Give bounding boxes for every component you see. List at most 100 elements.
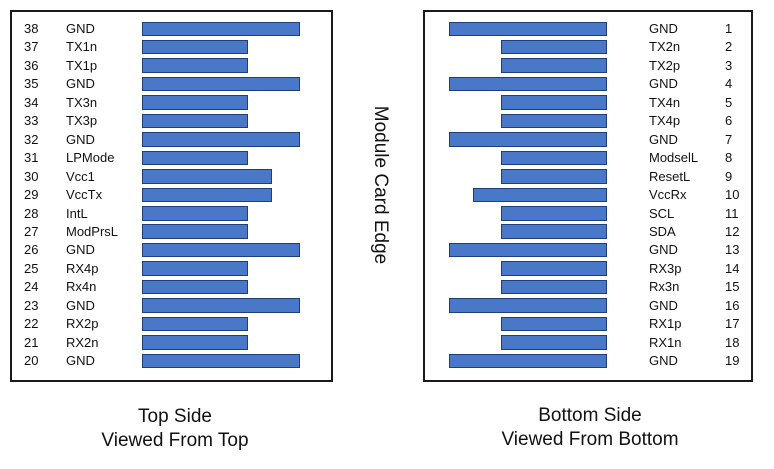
pin-name: SDA <box>649 223 676 239</box>
pin-name: TX1p <box>66 57 98 73</box>
pin-number: 28 <box>24 205 39 221</box>
pin-name: RX2p <box>66 316 99 332</box>
pin-row-22: 22 RX2p <box>12 315 331 333</box>
contact-pad <box>501 113 607 129</box>
pin-number: 17 <box>725 316 740 332</box>
pin-number: 18 <box>725 334 740 350</box>
pin-row-17: 17 RX1p <box>425 315 751 333</box>
pin-name: GND <box>649 21 678 36</box>
pin-row-28: 28 IntL <box>12 205 331 223</box>
pin-number: 37 <box>24 39 39 55</box>
pin-row-29: 29 VccTx <box>12 186 331 204</box>
pin-name: RX1n <box>649 334 682 350</box>
pin-name: TX4p <box>649 113 681 129</box>
pin-name: GND <box>649 297 678 313</box>
pin-number: 10 <box>725 187 740 203</box>
pin-number: 19 <box>725 353 740 369</box>
pin-number: 21 <box>24 334 39 350</box>
pin-name: Rx3n <box>649 279 680 295</box>
pin-row-10: 10 VccRx <box>425 186 751 204</box>
pin-number: 2 <box>725 39 733 55</box>
pin-number: 5 <box>725 94 733 110</box>
pin-name: RX4p <box>66 260 99 276</box>
pin-number: 33 <box>24 113 39 129</box>
pin-name: GND <box>649 131 678 147</box>
pin-row-24: 24 Rx4n <box>12 278 331 296</box>
pin-number: 29 <box>24 187 39 203</box>
pin-name: GND <box>649 353 678 369</box>
contact-pad <box>501 150 607 166</box>
pin-name: TX2n <box>649 39 681 55</box>
pin-row-23: 23 GND <box>12 297 331 315</box>
pin-name: GND <box>66 353 95 369</box>
pin-name: GND <box>66 242 95 258</box>
contact-pad <box>449 132 607 147</box>
contact-pad <box>449 298 607 313</box>
pin-name: VccTx <box>66 187 103 203</box>
contact-pad <box>142 335 248 350</box>
pin-number: 25 <box>24 260 39 276</box>
pin-name: TX3n <box>66 94 98 110</box>
pin-row-5: 5 TX4n <box>425 94 751 112</box>
pin-number: 30 <box>24 168 39 184</box>
pin-number: 24 <box>24 279 39 295</box>
contact-pad <box>142 39 248 55</box>
pin-number: 12 <box>725 223 740 239</box>
contact-pad <box>142 187 272 203</box>
pin-name: Rx4n <box>66 279 97 295</box>
pin-name: TX4n <box>649 94 681 110</box>
pin-row-31: 31 LPMode <box>12 149 331 167</box>
top-side-caption: Top Side Viewed From Top <box>60 405 290 453</box>
contact-pad <box>142 21 300 36</box>
pin-row-30: 30 Vcc1 <box>12 168 331 186</box>
contact-pad <box>501 39 607 55</box>
bottom-caption-line1: Bottom Side <box>538 405 642 426</box>
pin-row-37: 37 TX1n <box>12 38 331 56</box>
pin-row-8: 8 ModselL <box>425 149 751 167</box>
pin-number: 15 <box>725 279 740 295</box>
pin-row-38: 38 GND <box>12 20 331 38</box>
pin-row-12: 12 SDA <box>425 223 751 241</box>
pin-name: TX3p <box>66 113 98 129</box>
pin-name: RX2n <box>66 334 99 350</box>
pin-number: 31 <box>24 150 39 166</box>
bottom-side-caption: Bottom Side Viewed From Bottom <box>440 404 740 452</box>
pin-number: 36 <box>24 57 39 73</box>
contact-pad <box>501 95 607 110</box>
pin-row-9: 9 ResetL <box>425 168 751 186</box>
contact-pad <box>142 242 300 258</box>
pin-number: 7 <box>725 131 733 147</box>
pin-number: 11 <box>725 205 739 221</box>
pin-row-26: 26 GND <box>12 241 331 259</box>
pin-name: GND <box>649 242 678 258</box>
contact-pad <box>142 113 248 129</box>
pin-row-15: 15 Rx3n <box>425 278 751 296</box>
pin-number: 27 <box>24 223 39 239</box>
pin-number: 34 <box>24 94 39 110</box>
contact-pad <box>142 316 248 332</box>
pin-row-7: 7 GND <box>425 131 751 149</box>
contact-pad <box>449 242 607 258</box>
pin-row-14: 14 RX3p <box>425 260 751 278</box>
pin-row-4: 4 GND <box>425 75 751 93</box>
pin-row-18: 18 RX1n <box>425 334 751 352</box>
contact-pad <box>501 58 607 73</box>
pin-number: 16 <box>725 297 740 313</box>
top-caption-line2: Viewed From Top <box>101 430 249 451</box>
contact-pad <box>501 261 607 276</box>
edge-label-text: Module Card Edge <box>370 105 391 265</box>
pin-number: 8 <box>725 150 733 166</box>
pin-row-3: 3 TX2p <box>425 57 751 75</box>
pin-name: ModselL <box>649 150 699 166</box>
pin-name: ResetL <box>649 168 691 184</box>
contact-pad <box>142 132 300 147</box>
top-caption-line1: Top Side <box>138 406 212 427</box>
pin-name: Vcc1 <box>66 168 95 184</box>
contact-pad <box>142 76 300 92</box>
contact-pad <box>501 206 607 221</box>
contact-pad <box>142 169 272 184</box>
pin-number: 14 <box>725 260 740 276</box>
contact-pad <box>142 298 300 313</box>
pin-name: VccRx <box>649 187 687 203</box>
pin-number: 26 <box>24 242 39 258</box>
